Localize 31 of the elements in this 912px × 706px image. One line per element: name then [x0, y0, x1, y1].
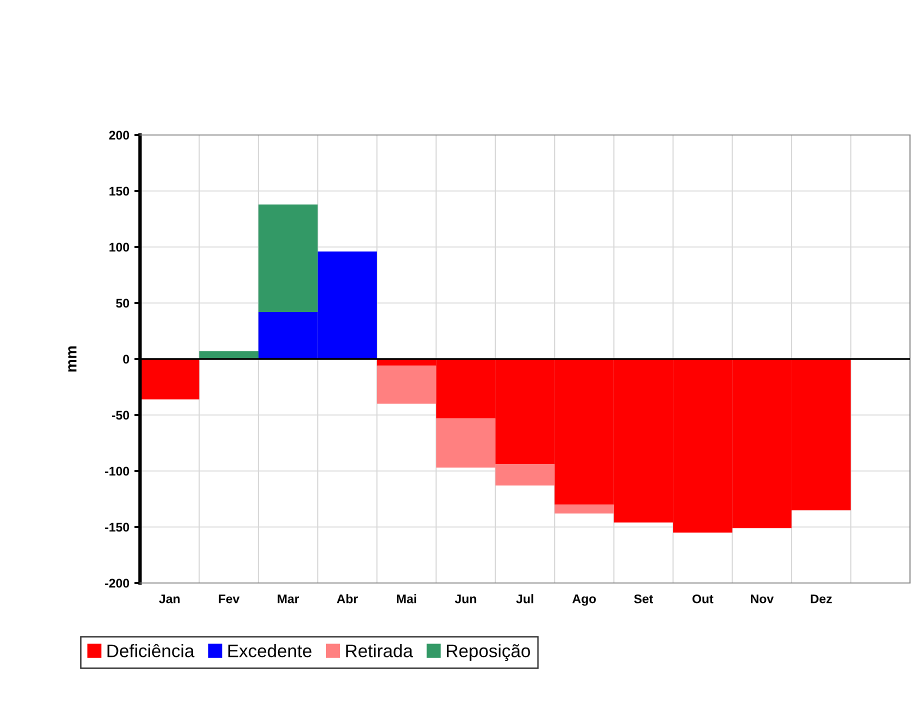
y-tick-label: 0	[123, 354, 130, 364]
y-tick-label: 50	[116, 298, 130, 308]
x-tick-label: Jan	[159, 594, 180, 604]
x-tick-label: Out	[692, 594, 714, 604]
legend-label: Deficiência	[108, 644, 194, 658]
x-tick-label: Dez	[810, 594, 832, 604]
bar	[140, 359, 200, 400]
y-tick-label: -150	[105, 522, 130, 532]
y-tick-label: 100	[110, 242, 130, 252]
legend-label: Reposição	[446, 644, 530, 661]
y-tick-label: -50	[112, 410, 130, 420]
y-tick-label: 200	[109, 130, 130, 140]
bar	[376, 366, 436, 404]
bar	[554, 504, 614, 514]
y-axis-title: mm	[68, 346, 76, 372]
x-tick-label: Jul	[516, 594, 534, 604]
x-tick-label: Nov	[750, 594, 774, 604]
x-tick-label: Mar	[278, 594, 300, 604]
x-tick-label: Mai	[396, 594, 416, 604]
x-tick-label: Ago	[572, 594, 596, 606]
bar	[258, 204, 318, 312]
x-tick-label: Fev	[218, 594, 240, 604]
bar	[199, 351, 258, 359]
x-tick-label: Abr	[336, 594, 358, 604]
y-tick-label: -200	[105, 578, 130, 588]
y-tick-label: -100	[105, 466, 130, 476]
legend-label: Excedente	[228, 644, 312, 658]
legend-label: Retirada	[346, 644, 413, 658]
y-tick-label: 150	[110, 186, 130, 196]
x-tick-label: Jun	[454, 594, 476, 604]
x-tick-label: Set	[634, 594, 654, 604]
